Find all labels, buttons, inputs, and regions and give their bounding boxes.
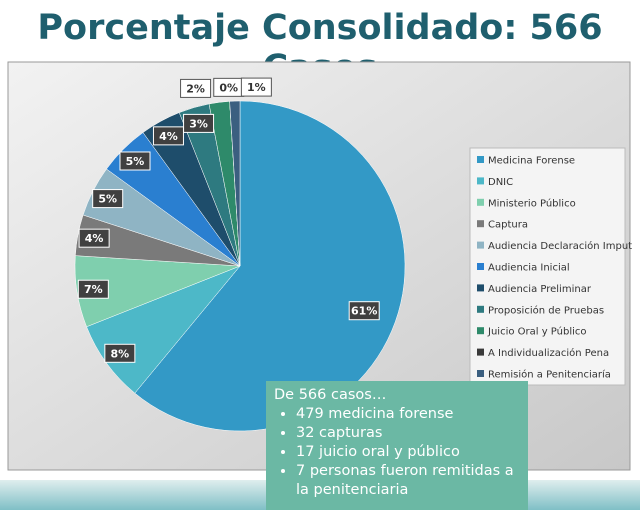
data-label: 8% — [111, 347, 130, 360]
legend-label: Remisión a Penitenciaría — [488, 369, 611, 381]
data-label-box — [180, 78, 212, 98]
legend-label: Captura — [488, 220, 528, 231]
legend-swatch — [477, 305, 484, 313]
pie-slice — [134, 100, 406, 432]
note-bullet: 479 medicina forense — [296, 405, 520, 424]
data-label-box — [119, 151, 151, 171]
legend-label: Proposición de Pruebas — [488, 304, 604, 316]
legend-label: Ministerio Público — [488, 197, 576, 209]
legend-label: A Individualización Pena — [488, 347, 609, 359]
legend-swatch — [477, 327, 484, 335]
note-bullet: 32 capturas — [296, 424, 520, 443]
data-label: 0% — [219, 81, 238, 94]
data-label: 7% — [84, 283, 103, 296]
note-bullet: 17 juicio oral y público — [296, 443, 520, 462]
legend-label: Audiencia Inicial — [488, 263, 570, 274]
data-label: 3% — [189, 117, 208, 130]
legend-label: Audiencia Preliminar — [488, 284, 592, 295]
data-label-box — [92, 189, 124, 209]
data-label: 4% — [159, 130, 178, 143]
data-label: 2% — [186, 82, 205, 95]
legend-swatch — [477, 241, 484, 249]
data-label-box — [77, 279, 109, 299]
legend-swatch — [477, 198, 484, 206]
data-label: 5% — [98, 193, 117, 206]
legend-label: DNIC — [488, 177, 513, 188]
legend-label: Audiencia Declaración Imput — [488, 240, 632, 252]
text-box: De 566 casos… 479 medicina forense32 cap… — [266, 381, 528, 510]
legend-swatch — [477, 284, 484, 292]
data-label-box — [240, 77, 272, 97]
note-heading: De 566 casos… — [274, 387, 387, 403]
note-bullet: 7 personas fueron remitidas a la peniten… — [296, 462, 520, 500]
legend-box — [469, 147, 626, 386]
note-list: 479 medicina forense32 capturas17 juicio… — [274, 405, 520, 500]
data-label: 4% — [85, 232, 104, 245]
legend-swatch — [477, 220, 484, 228]
data-label-box — [152, 126, 184, 146]
legend-swatch — [477, 370, 484, 377]
legend-swatch — [477, 348, 484, 356]
legend-label: Medicina Forense — [488, 156, 575, 167]
data-label-box — [348, 301, 380, 321]
data-label: 5% — [126, 155, 145, 168]
data-label-box — [78, 228, 110, 248]
data-label-box — [183, 113, 215, 133]
legend-label: Juicio Oral y Público — [487, 326, 587, 338]
legend-swatch — [477, 177, 484, 185]
data-label: 1% — [247, 81, 266, 94]
data-label: 61% — [351, 305, 377, 318]
legend-swatch — [477, 263, 484, 270]
pie-slice — [229, 100, 241, 267]
legend-swatch — [477, 156, 484, 163]
data-label-box — [104, 343, 136, 363]
